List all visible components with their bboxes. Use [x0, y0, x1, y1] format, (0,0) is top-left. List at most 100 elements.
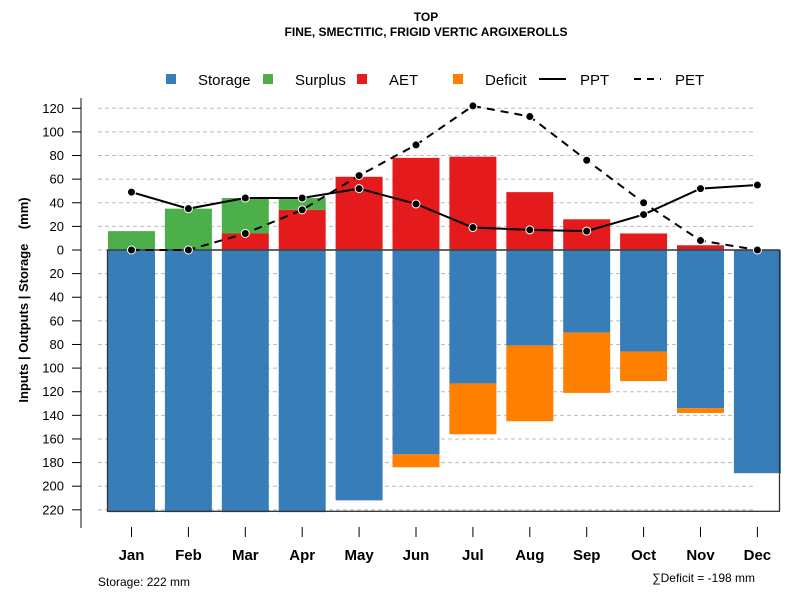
x-tick-label: May	[345, 547, 375, 564]
y-tick-label: 40	[50, 195, 64, 210]
chart-subtitle: FINE, SMECTITIC, FRIGID VERTIC ARGIXEROL…	[285, 25, 568, 39]
ppt-point	[752, 180, 762, 190]
y-tick-label: 40	[50, 290, 64, 305]
series-lines	[127, 101, 762, 255]
y-tick-label: 80	[50, 337, 64, 352]
deficit-bar	[392, 454, 440, 468]
pet-point	[354, 171, 364, 181]
storage-bar	[506, 250, 554, 346]
ppt-point	[696, 184, 705, 194]
y-tick-label: 200	[42, 479, 64, 494]
deficit-bar	[563, 332, 611, 393]
x-tick-label: Oct	[631, 547, 656, 564]
x-tick-label: Dec	[744, 547, 772, 564]
y-tick-label: 20	[50, 219, 64, 234]
pet-point	[696, 236, 705, 246]
legend-swatch	[166, 74, 176, 84]
ppt-point	[582, 226, 592, 236]
deficit-bar	[677, 408, 724, 413]
pet-point	[183, 245, 193, 255]
pet-point	[752, 245, 762, 255]
y-axis: 0 20 40 60 80 100 120 20 40 60 80 100 120 140 160 180 20…	[42, 98, 82, 528]
x-tick-label: Sep	[573, 547, 601, 564]
y-tick-label: 100	[42, 124, 64, 139]
deficit-bar	[449, 383, 497, 435]
x-tick-label: Jan	[119, 547, 145, 564]
x-tick-label: Jun	[403, 547, 430, 564]
x-tick-label: Jul	[462, 547, 484, 564]
legend-label: Storage	[198, 72, 251, 89]
x-tick-label: Mar	[232, 547, 259, 564]
pet-point	[525, 112, 535, 122]
legend-label: Surplus	[295, 72, 346, 89]
ppt-point	[354, 184, 364, 194]
x-tick-label: Aug	[515, 547, 544, 564]
surplus-bar	[278, 198, 326, 210]
ppt-point	[639, 210, 649, 220]
storage-bar	[677, 250, 724, 409]
x-tick-label: Feb	[175, 547, 202, 564]
aet-bar	[677, 245, 724, 250]
pet-point	[639, 198, 649, 208]
x-tick-label: Apr	[289, 547, 315, 564]
legend-label: PET	[675, 72, 704, 89]
y-tick-label: 120	[42, 384, 64, 399]
surplus-bar	[164, 208, 212, 250]
pet-point	[127, 245, 136, 255]
storage-bar	[221, 250, 269, 513]
y-tick-label: 60	[50, 313, 64, 328]
y-tick-label: 0	[57, 243, 64, 258]
ppt-point	[468, 223, 478, 233]
ppt-point	[127, 187, 136, 197]
pet-point	[240, 228, 250, 238]
storage-bar	[449, 250, 497, 384]
storage-bar	[733, 250, 781, 474]
y-tick-label: 100	[42, 361, 64, 376]
storage-bar	[164, 250, 212, 513]
aet-bar	[449, 156, 497, 250]
deficit-annotation: ∑Deficit = -198 mm	[652, 571, 755, 585]
legend: Storage Surplus AET Deficit PPT PET	[166, 72, 704, 89]
legend-label: Deficit	[485, 72, 528, 89]
storage-annotation: Storage: 222 mm	[98, 575, 190, 589]
y-tick-label: 220	[42, 502, 64, 517]
legend-label: AET	[389, 72, 418, 89]
surplus-bar	[221, 198, 269, 234]
pet-point	[297, 205, 307, 215]
y-tick-label: 180	[42, 455, 64, 470]
y-tick-label: 20	[50, 266, 64, 281]
surplus-bar	[108, 231, 155, 250]
bars	[108, 156, 781, 513]
ppt-point	[240, 193, 250, 203]
pet-point	[582, 155, 592, 165]
storage-bar	[335, 250, 383, 501]
deficit-bar	[506, 345, 554, 422]
ppt-point	[411, 199, 421, 209]
pet-point	[411, 140, 421, 150]
ppt-point	[525, 225, 535, 235]
storage-bar	[563, 250, 611, 333]
y-tick-label: 80	[50, 148, 64, 163]
y-tick-label: 120	[42, 101, 64, 116]
x-axis: Jan Feb Mar Apr May Jun Jul Aug Sep Oct Nov Dec	[119, 527, 772, 564]
y-tick-label: 160	[42, 431, 64, 446]
chart-title: TOP	[414, 10, 438, 24]
aet-bar	[506, 192, 554, 250]
pet-point	[468, 101, 478, 111]
y-axis-label: Inputs | Outputs | Storage (mm)	[16, 197, 31, 402]
y-tick-label: 140	[42, 408, 64, 423]
ppt-point	[183, 204, 193, 214]
legend-label: PPT	[580, 72, 609, 89]
pet-line	[131, 104, 758, 251]
legend-swatch	[453, 74, 463, 84]
storage-bar	[108, 250, 155, 513]
storage-bar	[278, 250, 326, 513]
legend-swatch	[263, 74, 273, 84]
storage-bar	[392, 250, 440, 455]
ppt-point	[297, 193, 307, 203]
y-tick-label: 60	[50, 172, 64, 187]
x-tick-label: Nov	[686, 547, 715, 564]
aet-bar	[620, 233, 668, 250]
deficit-bar	[620, 351, 668, 382]
